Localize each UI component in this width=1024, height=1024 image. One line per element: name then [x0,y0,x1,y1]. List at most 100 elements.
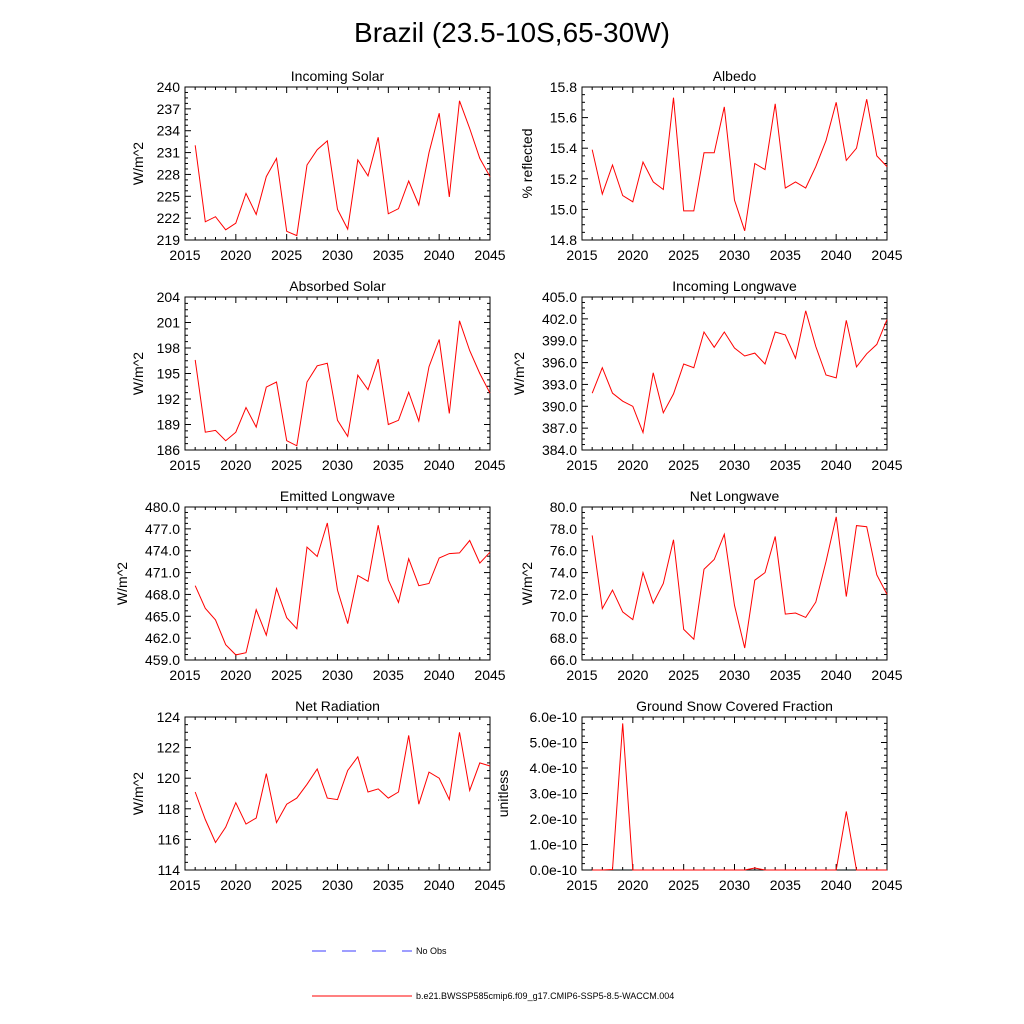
y-axis-label: W/m^2 [130,142,146,185]
plot-frame [184,716,491,871]
y-tick-label: 2.0e-10 [530,811,578,827]
x-tick-label: 2025 [668,877,699,893]
x-tick-label: 2040 [821,247,852,263]
y-tick-label: 186 [157,442,181,458]
legend-label-model: b.e21.BWSSP585cmip6.f09_g17.CMIP6-SSP5-8… [416,991,674,1001]
y-axis-label: unitless [495,770,511,817]
plot-frame [184,506,491,661]
y-tick-label: 5.0e-10 [530,735,578,751]
y-tick-label: 80.0 [550,499,577,515]
plot-frame [184,86,491,241]
y-tick-label: 15.4 [550,140,577,156]
panel-title: Incoming Longwave [672,278,797,294]
x-tick-label: 2015 [169,457,200,473]
y-tick-label: 15.0 [550,201,577,217]
panel-7: Net Radiation 2015 2020 2025 2030 2035 2040 204… [130,698,506,893]
y-axis-label: % reflected [519,128,535,198]
series-line [591,516,888,649]
x-tick-label: 2040 [424,667,455,683]
y-axis-label: W/m^2 [511,352,527,395]
y-tick-label: 387.0 [542,420,577,436]
series-line [591,97,888,231]
panel-1: Incoming Solar 2015 2020 2025 2030 2035 2040 20… [130,68,506,263]
x-tick-label: 2045 [474,877,505,893]
x-tick-label: 2040 [821,457,852,473]
x-tick-label: 2030 [719,877,750,893]
series-line [591,310,888,435]
x-tick-label: 2035 [373,877,404,893]
y-tick-label: 204 [157,289,181,305]
series-line [194,732,491,844]
panel-3: Absorbed Solar 2015 2020 2025 2030 2035 2040 20… [130,278,506,473]
y-tick-label: 222 [157,210,181,226]
y-tick-label: 477.0 [145,521,180,537]
x-tick-label: 2040 [821,667,852,683]
legend: No Obs b.e21.BWSSP585cmip6.f09_g17.CMIP6… [312,946,674,1001]
panel-title: Net Radiation [295,698,380,714]
x-tick-label: 2025 [271,457,302,473]
x-tick-label: 2040 [424,877,455,893]
x-tick-label: 2015 [169,877,200,893]
x-tick-label: 2045 [871,667,902,683]
x-tick-label: 2035 [373,457,404,473]
x-tick-label: 2045 [474,457,505,473]
panel-4: Incoming Longwave 2015 2020 2025 2030 2035 204… [511,278,903,473]
panel-title: Emitted Longwave [280,488,395,504]
y-tick-label: 68.0 [550,630,577,646]
y-tick-label: 124 [157,709,181,725]
x-tick-label: 2040 [424,247,455,263]
y-tick-label: 396.0 [542,355,577,371]
y-tick-label: 118 [158,801,181,817]
x-tick-label: 2030 [322,247,353,263]
legend-label-no-obs: No Obs [416,946,447,956]
figure-title: Brazil (23.5-10S,65-30W) [354,17,670,48]
y-tick-label: 462.0 [145,630,180,646]
panel-title: Albedo [713,68,757,84]
panel-5: Emitted Longwave 2015 2020 2025 2030 2035 2040… [114,488,506,683]
panel-8: Ground Snow Covered Fraction 2015 2020 2025… [495,698,903,893]
x-tick-label: 2030 [719,457,750,473]
x-tick-label: 2030 [322,667,353,683]
x-tick-label: 2030 [322,877,353,893]
y-tick-label: 1.0e-10 [530,837,578,853]
y-tick-label: 384.0 [542,442,577,458]
x-tick-label: 2035 [770,247,801,263]
series-line [592,723,887,871]
y-tick-label: 72.0 [550,586,577,602]
x-tick-label: 2020 [617,457,648,473]
y-tick-label: 78.0 [550,521,577,537]
y-tick-label: 237 [157,101,181,117]
y-tick-label: 15.8 [550,79,577,95]
series-line [194,320,491,447]
y-tick-label: 3.0e-10 [530,786,578,802]
x-tick-label: 2035 [373,247,404,263]
x-tick-label: 2030 [719,247,750,263]
x-tick-label: 2035 [373,667,404,683]
x-tick-label: 2020 [220,247,251,263]
x-tick-label: 2025 [271,877,302,893]
y-tick-label: 189 [157,417,181,433]
x-tick-label: 2045 [871,877,902,893]
x-tick-label: 2015 [566,667,597,683]
x-tick-label: 2025 [271,667,302,683]
y-tick-label: 480.0 [145,499,180,515]
x-tick-label: 2025 [668,457,699,473]
panel-title: Net Longwave [690,488,780,504]
y-axis-label: W/m^2 [114,562,130,605]
y-tick-label: 66.0 [550,652,577,668]
y-tick-label: 225 [157,188,181,204]
y-tick-label: 122 [157,740,181,756]
y-tick-label: 393.0 [542,376,577,392]
series-line [194,100,491,237]
y-tick-label: 74.0 [550,565,577,581]
x-tick-label: 2025 [668,247,699,263]
x-tick-label: 2025 [668,667,699,683]
y-tick-label: 120 [157,770,181,786]
y-tick-label: 468.0 [145,586,180,602]
x-tick-label: 2045 [871,457,902,473]
y-tick-label: 459.0 [145,652,180,668]
y-tick-label: 0.0e-10 [530,862,578,878]
x-tick-label: 2015 [169,247,200,263]
x-tick-label: 2025 [271,247,302,263]
